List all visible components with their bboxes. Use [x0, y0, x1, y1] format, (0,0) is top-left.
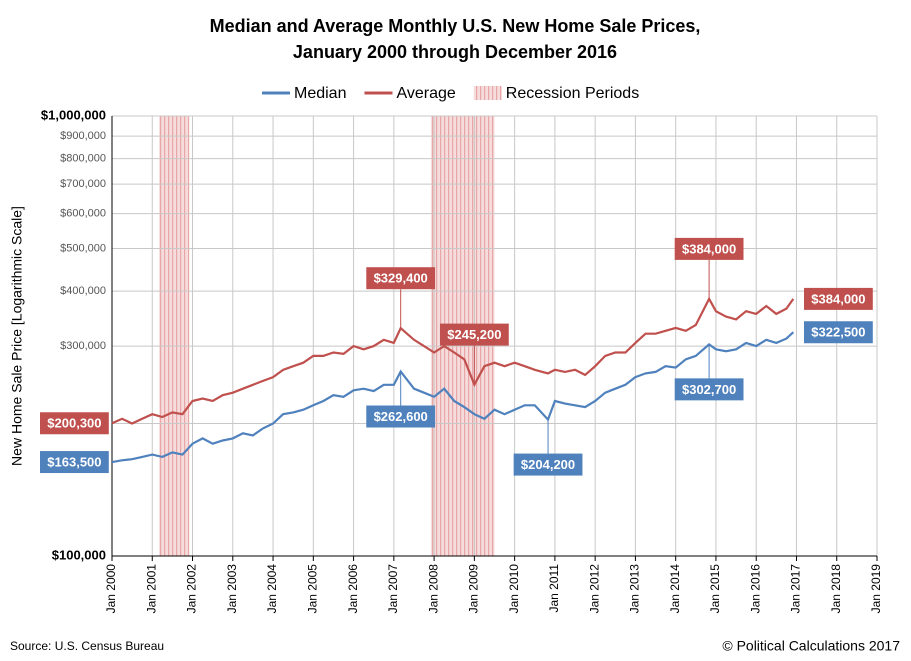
- value-label-box: [366, 267, 436, 290]
- value-label-box: [366, 405, 436, 428]
- legend-swatch: [473, 86, 502, 100]
- y-tick-label: $700,000: [60, 178, 106, 190]
- x-tick-label: Jan 2004: [265, 564, 279, 614]
- x-tick-label: Jan 2010: [507, 564, 521, 614]
- chart-title: Median and Average Monthly U.S. New Home…: [210, 16, 701, 36]
- y-tick-label: $800,000: [60, 153, 106, 165]
- value-label: $245,200: [447, 327, 501, 342]
- x-tick-label: Jan 2006: [346, 564, 360, 614]
- x-tick-label: Jan 2007: [386, 564, 400, 614]
- value-label: $200,300: [47, 416, 101, 431]
- x-tick-label: Jan 2016: [748, 564, 762, 614]
- x-tick-label: Jan 2000: [104, 564, 118, 614]
- value-label-box: [513, 453, 583, 476]
- x-tick-label: Jan 2017: [789, 564, 803, 614]
- y-tick-label: $300,000: [60, 340, 106, 352]
- legend-label: Recession Periods: [506, 85, 639, 102]
- x-tick-label: Jan 2005: [305, 564, 319, 614]
- value-label: $384,000: [811, 291, 865, 306]
- value-label: $302,700: [682, 382, 736, 397]
- x-tick-label: Jan 2018: [829, 564, 843, 614]
- x-tick-label: Jan 2011: [547, 564, 561, 613]
- value-label-box: [40, 412, 109, 435]
- value-label: $329,400: [374, 271, 428, 286]
- y-tick-label: $1,000,000: [41, 107, 106, 122]
- x-tick-label: Jan 2009: [467, 564, 481, 614]
- y-tick-label: $400,000: [60, 285, 106, 297]
- x-tick-label: Jan 2001: [144, 564, 158, 614]
- value-label-box: [674, 237, 744, 260]
- value-label-box: [804, 321, 873, 344]
- value-label: $322,500: [811, 325, 865, 340]
- x-tick-label: Jan 2003: [225, 564, 239, 614]
- y-axis-label: New Home Sale Price [Logarithmic Scale]: [9, 206, 25, 466]
- chart-title: January 2000 through December 2016: [293, 42, 617, 62]
- x-tick-label: Jan 2015: [708, 564, 722, 614]
- series-line: [111, 331, 795, 464]
- value-label-box: [40, 451, 109, 474]
- recession-band: [159, 116, 190, 556]
- value-label-box: [674, 378, 744, 401]
- value-label-box: [804, 287, 873, 310]
- y-tick-label: $500,000: [60, 242, 106, 254]
- legend-label: Average: [396, 85, 455, 102]
- x-tick-label: Jan 2014: [668, 564, 682, 614]
- y-tick-label: $600,000: [60, 208, 106, 220]
- value-label: $163,500: [47, 454, 101, 469]
- y-tick-label: $900,000: [60, 130, 106, 142]
- x-tick-label: Jan 2019: [869, 564, 883, 614]
- value-label: $204,200: [521, 457, 575, 472]
- legend-label: Median: [294, 85, 346, 102]
- x-tick-label: Jan 2002: [185, 564, 199, 614]
- value-label: $384,000: [682, 241, 736, 256]
- credit: © Political Calculations 2017: [722, 638, 900, 654]
- x-tick-label: Jan 2013: [628, 564, 642, 614]
- y-tick-label: $100,000: [52, 547, 106, 562]
- series-line: [111, 296, 795, 425]
- x-tick-label: Jan 2012: [587, 564, 601, 614]
- value-label: $262,600: [374, 409, 428, 424]
- value-label-box: [439, 323, 509, 346]
- source: Source: U.S. Census Bureau: [10, 639, 164, 653]
- x-tick-label: Jan 2008: [426, 564, 440, 614]
